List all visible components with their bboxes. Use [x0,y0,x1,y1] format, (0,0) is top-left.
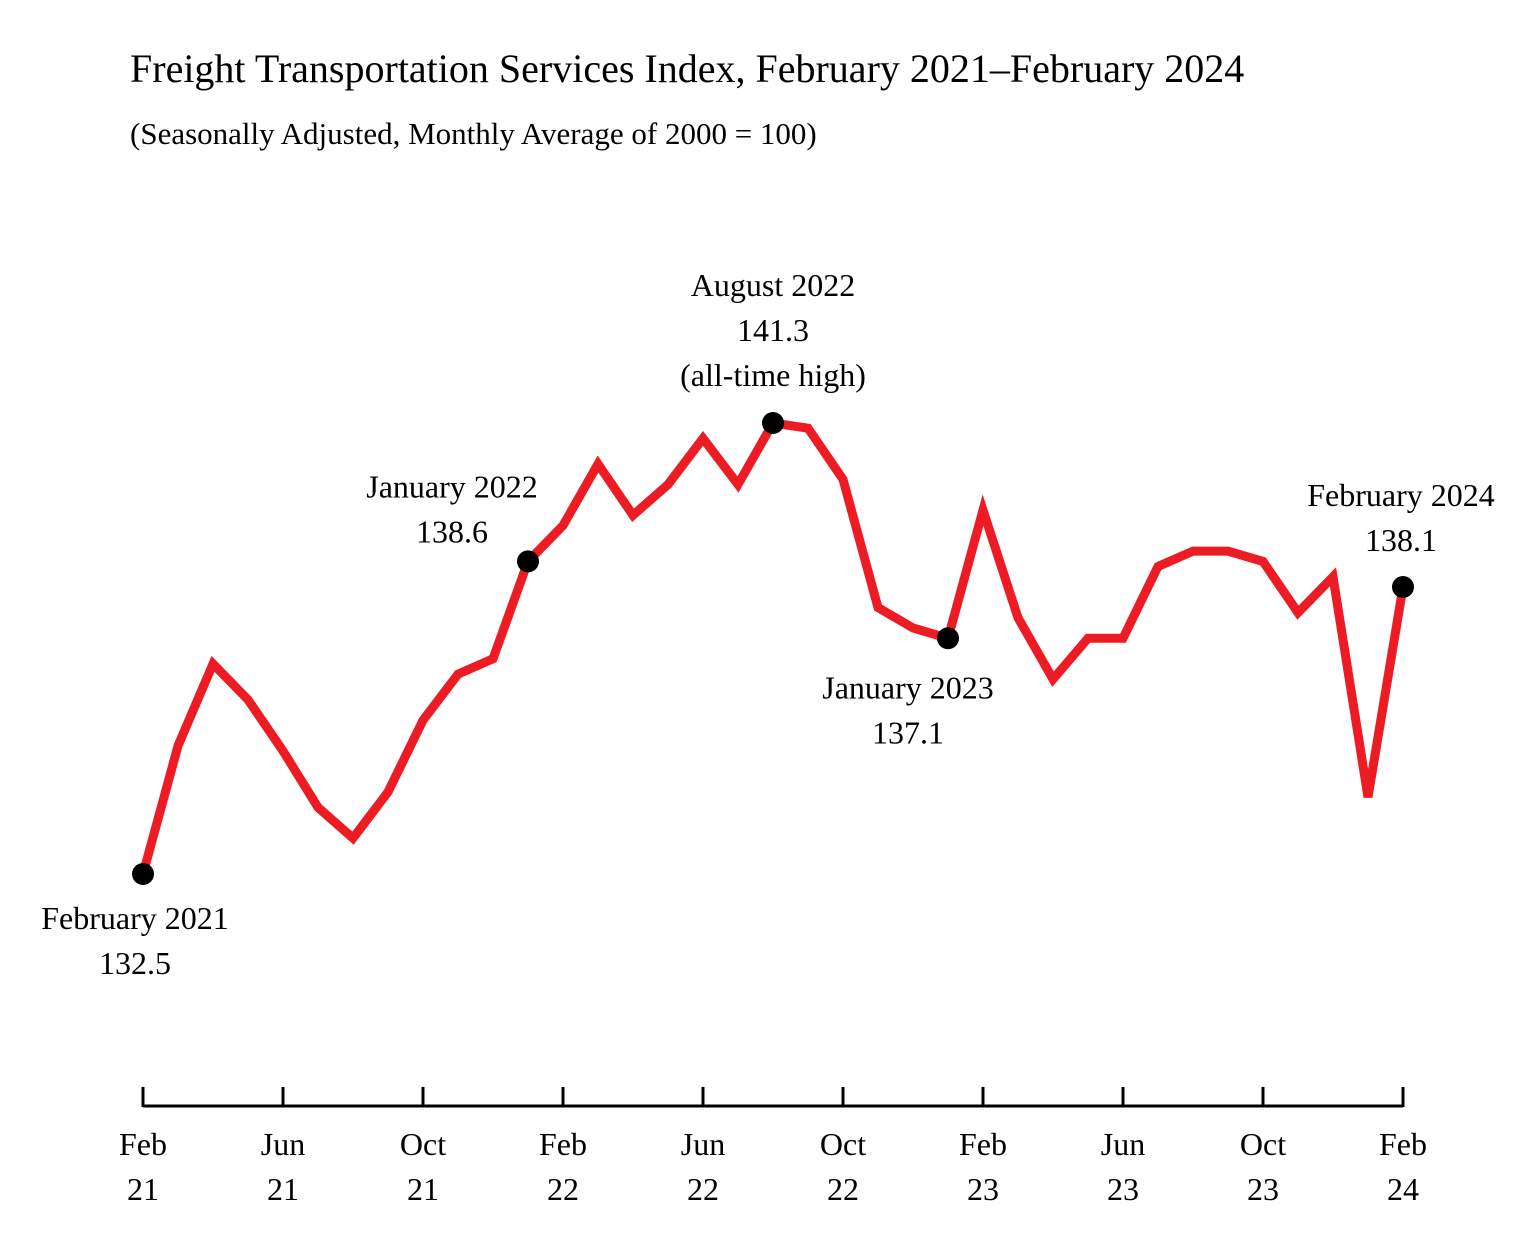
series-line-group [138,418,1408,876]
annotation-label: 132.5 [99,945,171,981]
data-point-marker [1392,576,1414,598]
chart-subtitle: (Seasonally Adjusted, Monthly Average of… [130,116,817,151]
x-tick-label-year: 21 [127,1171,159,1207]
annotation-label: 141.3 [737,312,809,348]
data-point-marker [762,412,784,434]
annotation-label: 137.1 [872,714,944,750]
markers-group [132,412,1414,885]
chart-title: Freight Transportation Services Index, F… [130,46,1244,91]
x-tick-label-year: 22 [827,1171,859,1207]
annotation-label: 138.1 [1365,522,1437,558]
x-tick-label-year: 23 [1107,1171,1139,1207]
series-line [138,418,1408,876]
data-point-marker [517,550,539,573]
annotation-label: February 2021 [41,900,229,936]
x-tick-label-month: Oct [400,1126,446,1162]
x-tick-label-month: Feb [959,1126,1007,1162]
annotation-label: January 2022 [366,468,538,504]
data-point-marker [937,627,959,650]
x-tick-label-month: Feb [1379,1126,1427,1162]
x-tick-label-month: Feb [539,1126,587,1162]
data-point-marker [132,863,154,885]
annotation-label: 138.6 [416,513,488,549]
annotations-group: February 2021 132.5 January 2022 138.6 Augus… [41,267,1495,981]
x-tick-label-month: Jun [261,1126,305,1162]
x-tick-label-year: 23 [967,1171,999,1207]
x-tick-label-month: Feb [119,1126,167,1162]
x-tick-label-month: Jun [681,1126,725,1162]
x-tick-label-year: 22 [547,1171,579,1207]
x-axis: Feb 21 Jun 21 Oct 21 Feb 22 Jun 22 Oct 22 Feb 23 Jun 23… [119,1087,1427,1207]
x-tick-label-year: 21 [267,1171,299,1207]
x-tick-label-year: 21 [407,1171,439,1207]
x-tick-label-year: 23 [1247,1171,1279,1207]
annotation-label: February 2024 [1307,477,1495,513]
x-tick-label-month: Oct [820,1126,866,1162]
x-tick-label-month: Oct [1240,1126,1286,1162]
annotation-label: August 2022 [691,267,855,303]
annotation-label: (all-time high) [680,357,866,393]
x-tick-label-year: 22 [687,1171,719,1207]
x-tick-label-month: Jun [1101,1126,1145,1162]
annotation-label: January 2023 [822,669,994,705]
x-tick-label-year: 24 [1387,1171,1419,1207]
